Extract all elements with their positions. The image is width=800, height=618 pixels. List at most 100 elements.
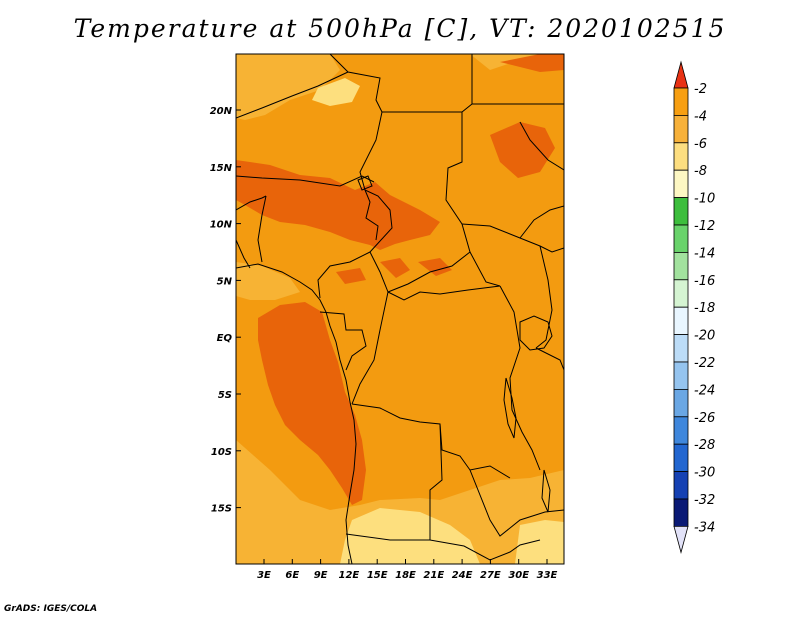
border-uganda-kenya	[535, 245, 553, 349]
border-drc-angola	[351, 403, 511, 479]
colorbar-swatch	[673, 498, 689, 527]
colorbar-swatch	[673, 471, 689, 500]
lat-tick-label: 5N	[217, 276, 233, 287]
border-burkina	[236, 195, 267, 211]
border-namibia	[345, 533, 541, 561]
border-tanzania	[535, 347, 564, 371]
colorbar-label: -30	[694, 466, 715, 481]
colorbar-swatch	[673, 115, 689, 144]
border-cameroon-chad-lake	[364, 189, 379, 241]
longitude-ticks: 3E 6E 9E 12E 15E 18E 21E 24E 27E 30E 33E	[257, 559, 558, 581]
lat-tick-label: 10S	[211, 447, 232, 458]
colorbar-label: -28	[694, 438, 715, 453]
lon-tick-label: 9E	[314, 570, 328, 581]
field-dark-coast	[258, 302, 366, 505]
lon-tick-label: 15E	[367, 570, 388, 581]
colorbar-label: -20	[694, 329, 715, 344]
latitude-ticks: 20N 15N 10N 5N EQ 5S 10S 15S	[210, 106, 241, 515]
colorbar-label: -14	[694, 246, 715, 261]
lake-victoria	[519, 315, 553, 351]
border-south-sudan	[461, 223, 564, 253]
lake-malawi	[541, 469, 551, 513]
lon-tick-label: 6E	[285, 570, 299, 581]
coastline-west-africa	[236, 263, 357, 564]
field-dark-east-sahel	[490, 122, 555, 178]
colorbar-swatch	[673, 87, 689, 116]
lat-tick-label: EQ	[217, 333, 233, 344]
border-ghana-togo	[236, 239, 251, 269]
field-light-north	[236, 54, 340, 120]
field-dark-sahel	[236, 160, 440, 250]
colorbar-swatch	[673, 279, 689, 308]
border-benin	[257, 195, 267, 263]
border-eritrea	[519, 121, 564, 171]
colorbar-swatch	[673, 197, 689, 226]
colorbar-label: -32	[694, 493, 715, 508]
border-chad-west	[359, 111, 393, 293]
colorbar-swatch	[673, 169, 689, 198]
lon-tick-label: 30E	[508, 570, 529, 581]
colorbar-swatch	[673, 443, 689, 473]
lon-tick-label: 18E	[395, 570, 416, 581]
border-gabon	[319, 311, 367, 371]
colorbar-label: -18	[694, 301, 715, 316]
colorbar-label: -4	[694, 109, 707, 124]
colorbar: -2 -4 -6 -8 -10 -12 -14 -16 -18 -20 -22 -24 -26 -28 -3…	[673, 60, 715, 554]
colorbar-swatch	[673, 251, 689, 281]
border-ethiopia	[519, 205, 564, 239]
colorbar-label: -24	[694, 383, 715, 398]
field-dark-ne	[500, 54, 564, 72]
colorbar-label: -26	[694, 411, 715, 426]
border-car	[387, 251, 471, 293]
border-congo-drc	[351, 291, 389, 405]
field-dark-patch-2	[418, 258, 452, 276]
colorbar-swatch	[673, 306, 689, 336]
field-pale-south	[340, 508, 480, 564]
colorbar-swatch	[673, 361, 689, 390]
colorbar-swatch	[673, 416, 689, 445]
colorbar-label: -8	[694, 164, 707, 179]
border-nigeria	[236, 175, 375, 187]
lake-tanganyika	[503, 377, 517, 439]
colorbar-bottom-arrow	[673, 526, 689, 554]
border-niger-east	[236, 71, 349, 119]
lat-tick-label: 15N	[210, 163, 233, 174]
lat-tick-label: 20N	[210, 106, 233, 117]
field-pale-north-patch	[312, 78, 360, 106]
field-dark-patch-3	[336, 268, 366, 284]
colorbar-label: -6	[694, 137, 707, 152]
colorbar-label: -22	[694, 356, 715, 371]
colorbar-label: -10	[694, 192, 715, 207]
lon-tick-label: 21E	[423, 570, 444, 581]
colorbar-swatch	[673, 388, 689, 418]
border-chad-sudan	[445, 112, 501, 287]
grads-credit: GrADS: IGES/COLA	[4, 604, 98, 614]
colorbar-label: -2	[694, 82, 707, 97]
field-light-gulf	[236, 262, 300, 300]
lake-chad	[357, 175, 373, 191]
colorbar-top-arrow	[673, 60, 689, 89]
field-light-south	[236, 440, 564, 564]
lat-tick-label: 10N	[210, 220, 233, 231]
map-title: Temperature at 500hPa [C], VT: 202010251…	[73, 14, 727, 43]
colorbar-label: -34	[694, 520, 715, 535]
lon-tick-label: 24E	[452, 570, 473, 581]
border-drc-north	[387, 285, 501, 301]
lon-tick-label: 3E	[257, 570, 271, 581]
field-dark-patch-1	[380, 258, 410, 278]
border-nigeria-cameroon	[317, 251, 371, 299]
colorbar-swatch	[673, 334, 689, 363]
lon-tick-label: 33E	[537, 570, 558, 581]
country-borders	[236, 54, 564, 564]
border-libya-south	[329, 54, 473, 113]
colorbar-label: -12	[694, 219, 715, 234]
colorbar-label: -16	[694, 274, 715, 289]
field-pale-southeast	[515, 520, 564, 564]
lon-tick-label: 12E	[339, 570, 360, 581]
lat-tick-label: 15S	[211, 504, 232, 515]
colorbar-swatch	[673, 142, 689, 171]
lon-tick-label: 27E	[480, 570, 501, 581]
lat-tick-label: 5S	[218, 390, 232, 401]
plot-frame	[235, 53, 565, 565]
